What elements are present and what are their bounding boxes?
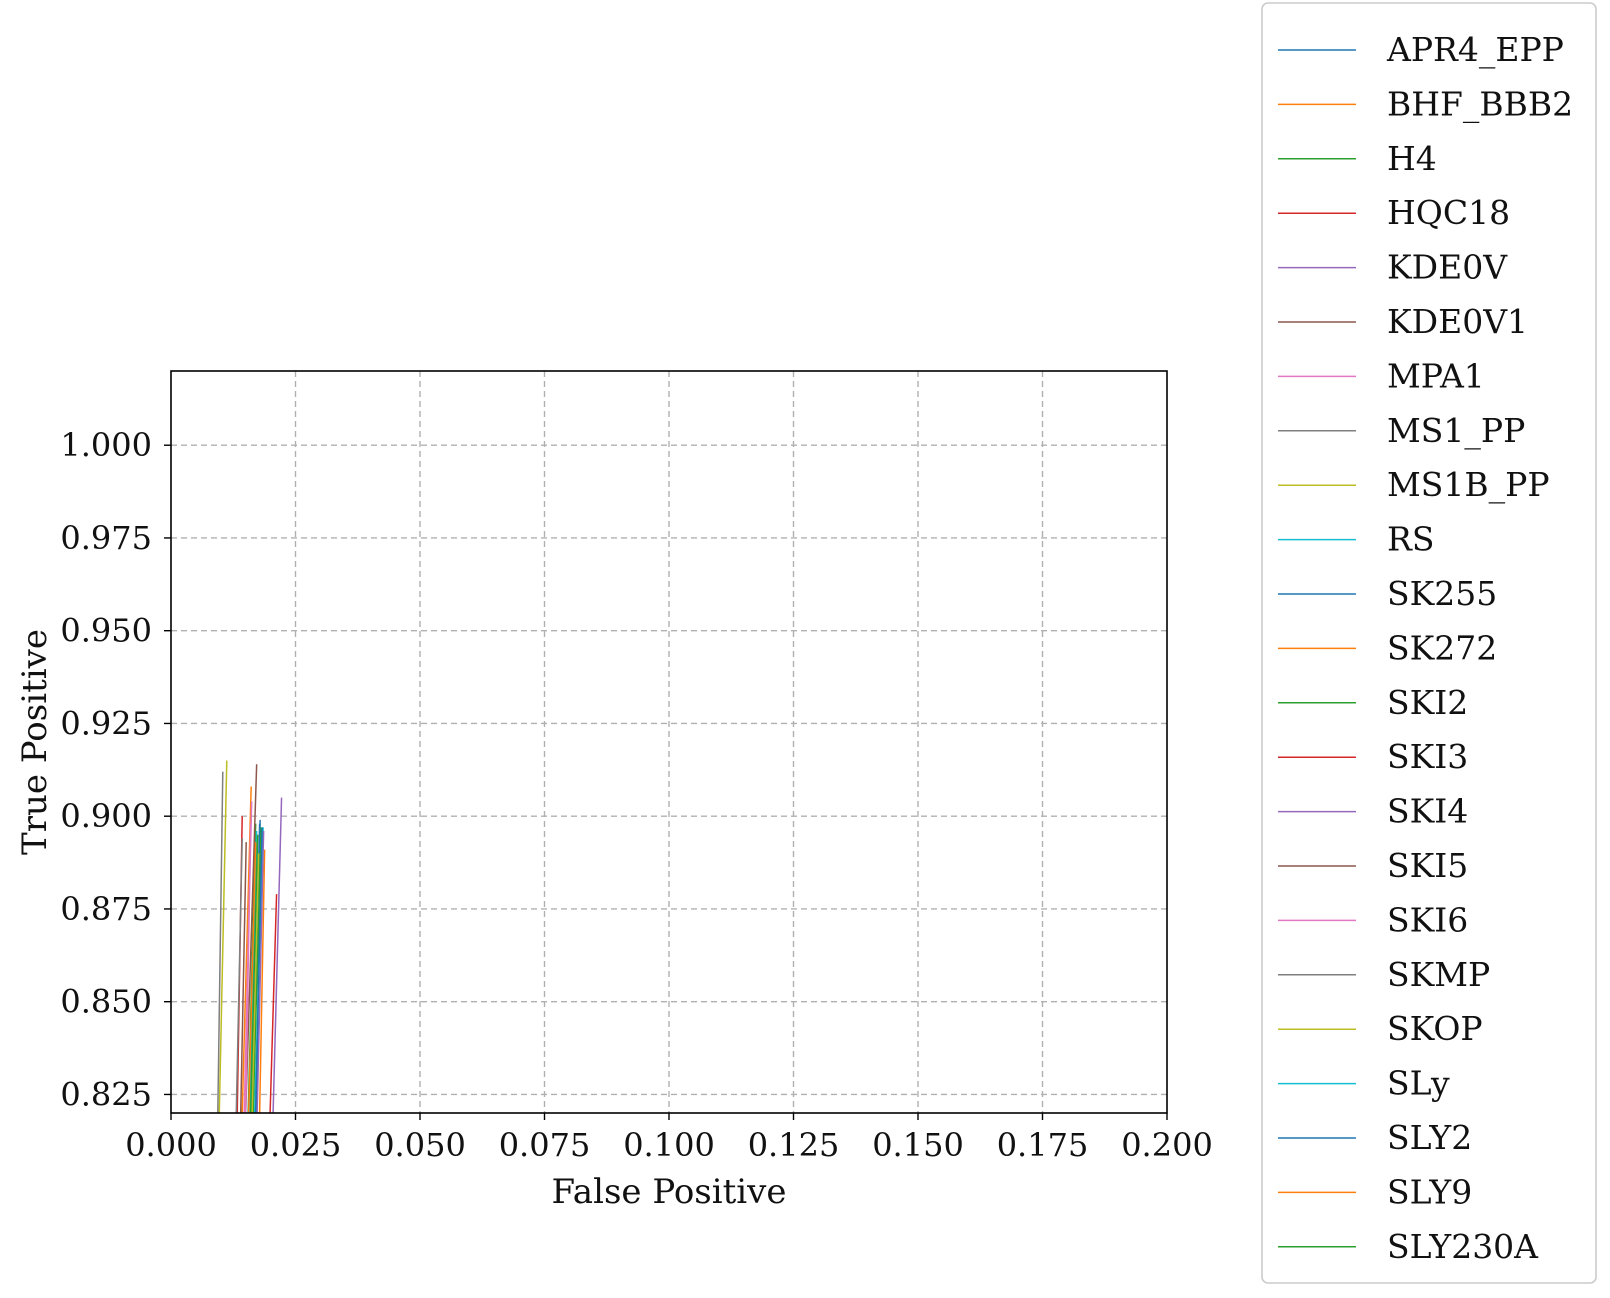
legend-label: SKI2: [1387, 683, 1468, 722]
x-tick-label: 0.075: [499, 1126, 591, 1164]
legend-label: SKI5: [1387, 846, 1468, 885]
legend-label: SKI4: [1387, 792, 1468, 831]
y-tick-label: 1.000: [60, 426, 152, 464]
legend-label: SKOP: [1387, 1009, 1483, 1048]
legend-label: SLY230A: [1387, 1227, 1539, 1266]
legend-label: HQC18: [1387, 193, 1510, 232]
series-line-kde0v1: [244, 764, 258, 1114]
y-axis-label: True Positive: [15, 629, 55, 855]
series-line-kde0v: [272, 797, 283, 1114]
legend-label: SLy: [1387, 1064, 1450, 1103]
series-line-ms1b-pp: [218, 760, 228, 1114]
legend-label: RS: [1387, 520, 1434, 559]
series-lines: [217, 760, 283, 1114]
legend-label: SK255: [1387, 574, 1497, 613]
legend-label: SKI6: [1387, 900, 1468, 939]
legend: APR4_EPP BHF_BBB2 H4 HQC18 KDE0V KDE0V1 MPA1 MS…: [1261, 2, 1597, 1284]
y-tick-label: 0.875: [60, 890, 152, 928]
x-tick-label: 0.200: [1121, 1126, 1213, 1164]
series-line-sk272: [258, 849, 266, 1114]
legend-label: H4: [1387, 139, 1437, 178]
legend-label: MPA1: [1387, 356, 1485, 395]
x-tick-label: 0.175: [997, 1126, 1089, 1164]
legend-label: BHF_BBB2: [1387, 84, 1573, 124]
legend-label: SKMP: [1387, 955, 1490, 994]
legend-frame: [1261, 2, 1597, 1284]
series-line-ms1-pp: [235, 838, 243, 1114]
x-tick-label: 0.150: [872, 1126, 964, 1164]
series-line-skmp: [217, 771, 224, 1114]
series-line-ski2: [252, 827, 262, 1114]
y-tick-label: 0.825: [60, 1075, 152, 1113]
y-tick-label: 0.975: [60, 519, 152, 557]
series-line-sly9: [247, 842, 257, 1114]
series-line-sly2: [254, 827, 263, 1114]
series-line-ski4: [256, 831, 265, 1114]
y-tick-label: 0.925: [60, 704, 152, 742]
legend-label: APR4_EPP: [1386, 30, 1564, 70]
x-tick-label: 0.125: [748, 1126, 840, 1164]
y-axis-ticks: 0.825 0.850 0.875 0.900 0.925 0.950 0.975 1.000: [60, 426, 171, 1113]
series-line-skop: [251, 853, 260, 1114]
legend-label: SKI3: [1387, 737, 1468, 776]
x-tick-label: 0.050: [374, 1126, 466, 1164]
series-line-ski6: [244, 823, 252, 1114]
series-line-ski3: [269, 894, 278, 1114]
x-tick-label: 0.025: [250, 1126, 342, 1164]
legend-label: KDE0V1: [1387, 302, 1528, 341]
x-tick-label: 0.100: [623, 1126, 715, 1164]
y-tick-label: 0.900: [60, 797, 152, 835]
y-tick-label: 0.850: [60, 983, 152, 1021]
legend-label: SLY2: [1387, 1118, 1472, 1157]
x-tick-label: 0.000: [125, 1126, 217, 1164]
legend-items: APR4_EPP BHF_BBB2 H4 HQC18 KDE0V KDE0V1 MPA1 MS…: [1278, 30, 1573, 1266]
legend-label: SLY9: [1387, 1172, 1472, 1211]
legend-label: MS1B_PP: [1387, 465, 1550, 505]
legend-label: MS1_PP: [1387, 411, 1525, 451]
x-axis-label: False Positive: [552, 1172, 787, 1212]
series-line-sly: [248, 831, 258, 1114]
series-line-sly230a: [249, 834, 259, 1114]
legend-label: SK272: [1387, 628, 1497, 667]
grid-lines: [171, 371, 1167, 1113]
y-tick-label: 0.950: [60, 612, 152, 650]
series-line-ski5: [239, 842, 247, 1114]
x-axis-ticks: 0.000 0.025 0.050 0.075 0.100 0.125 0.150 0.175…: [125, 1113, 1213, 1164]
legend-label: KDE0V: [1387, 248, 1508, 287]
